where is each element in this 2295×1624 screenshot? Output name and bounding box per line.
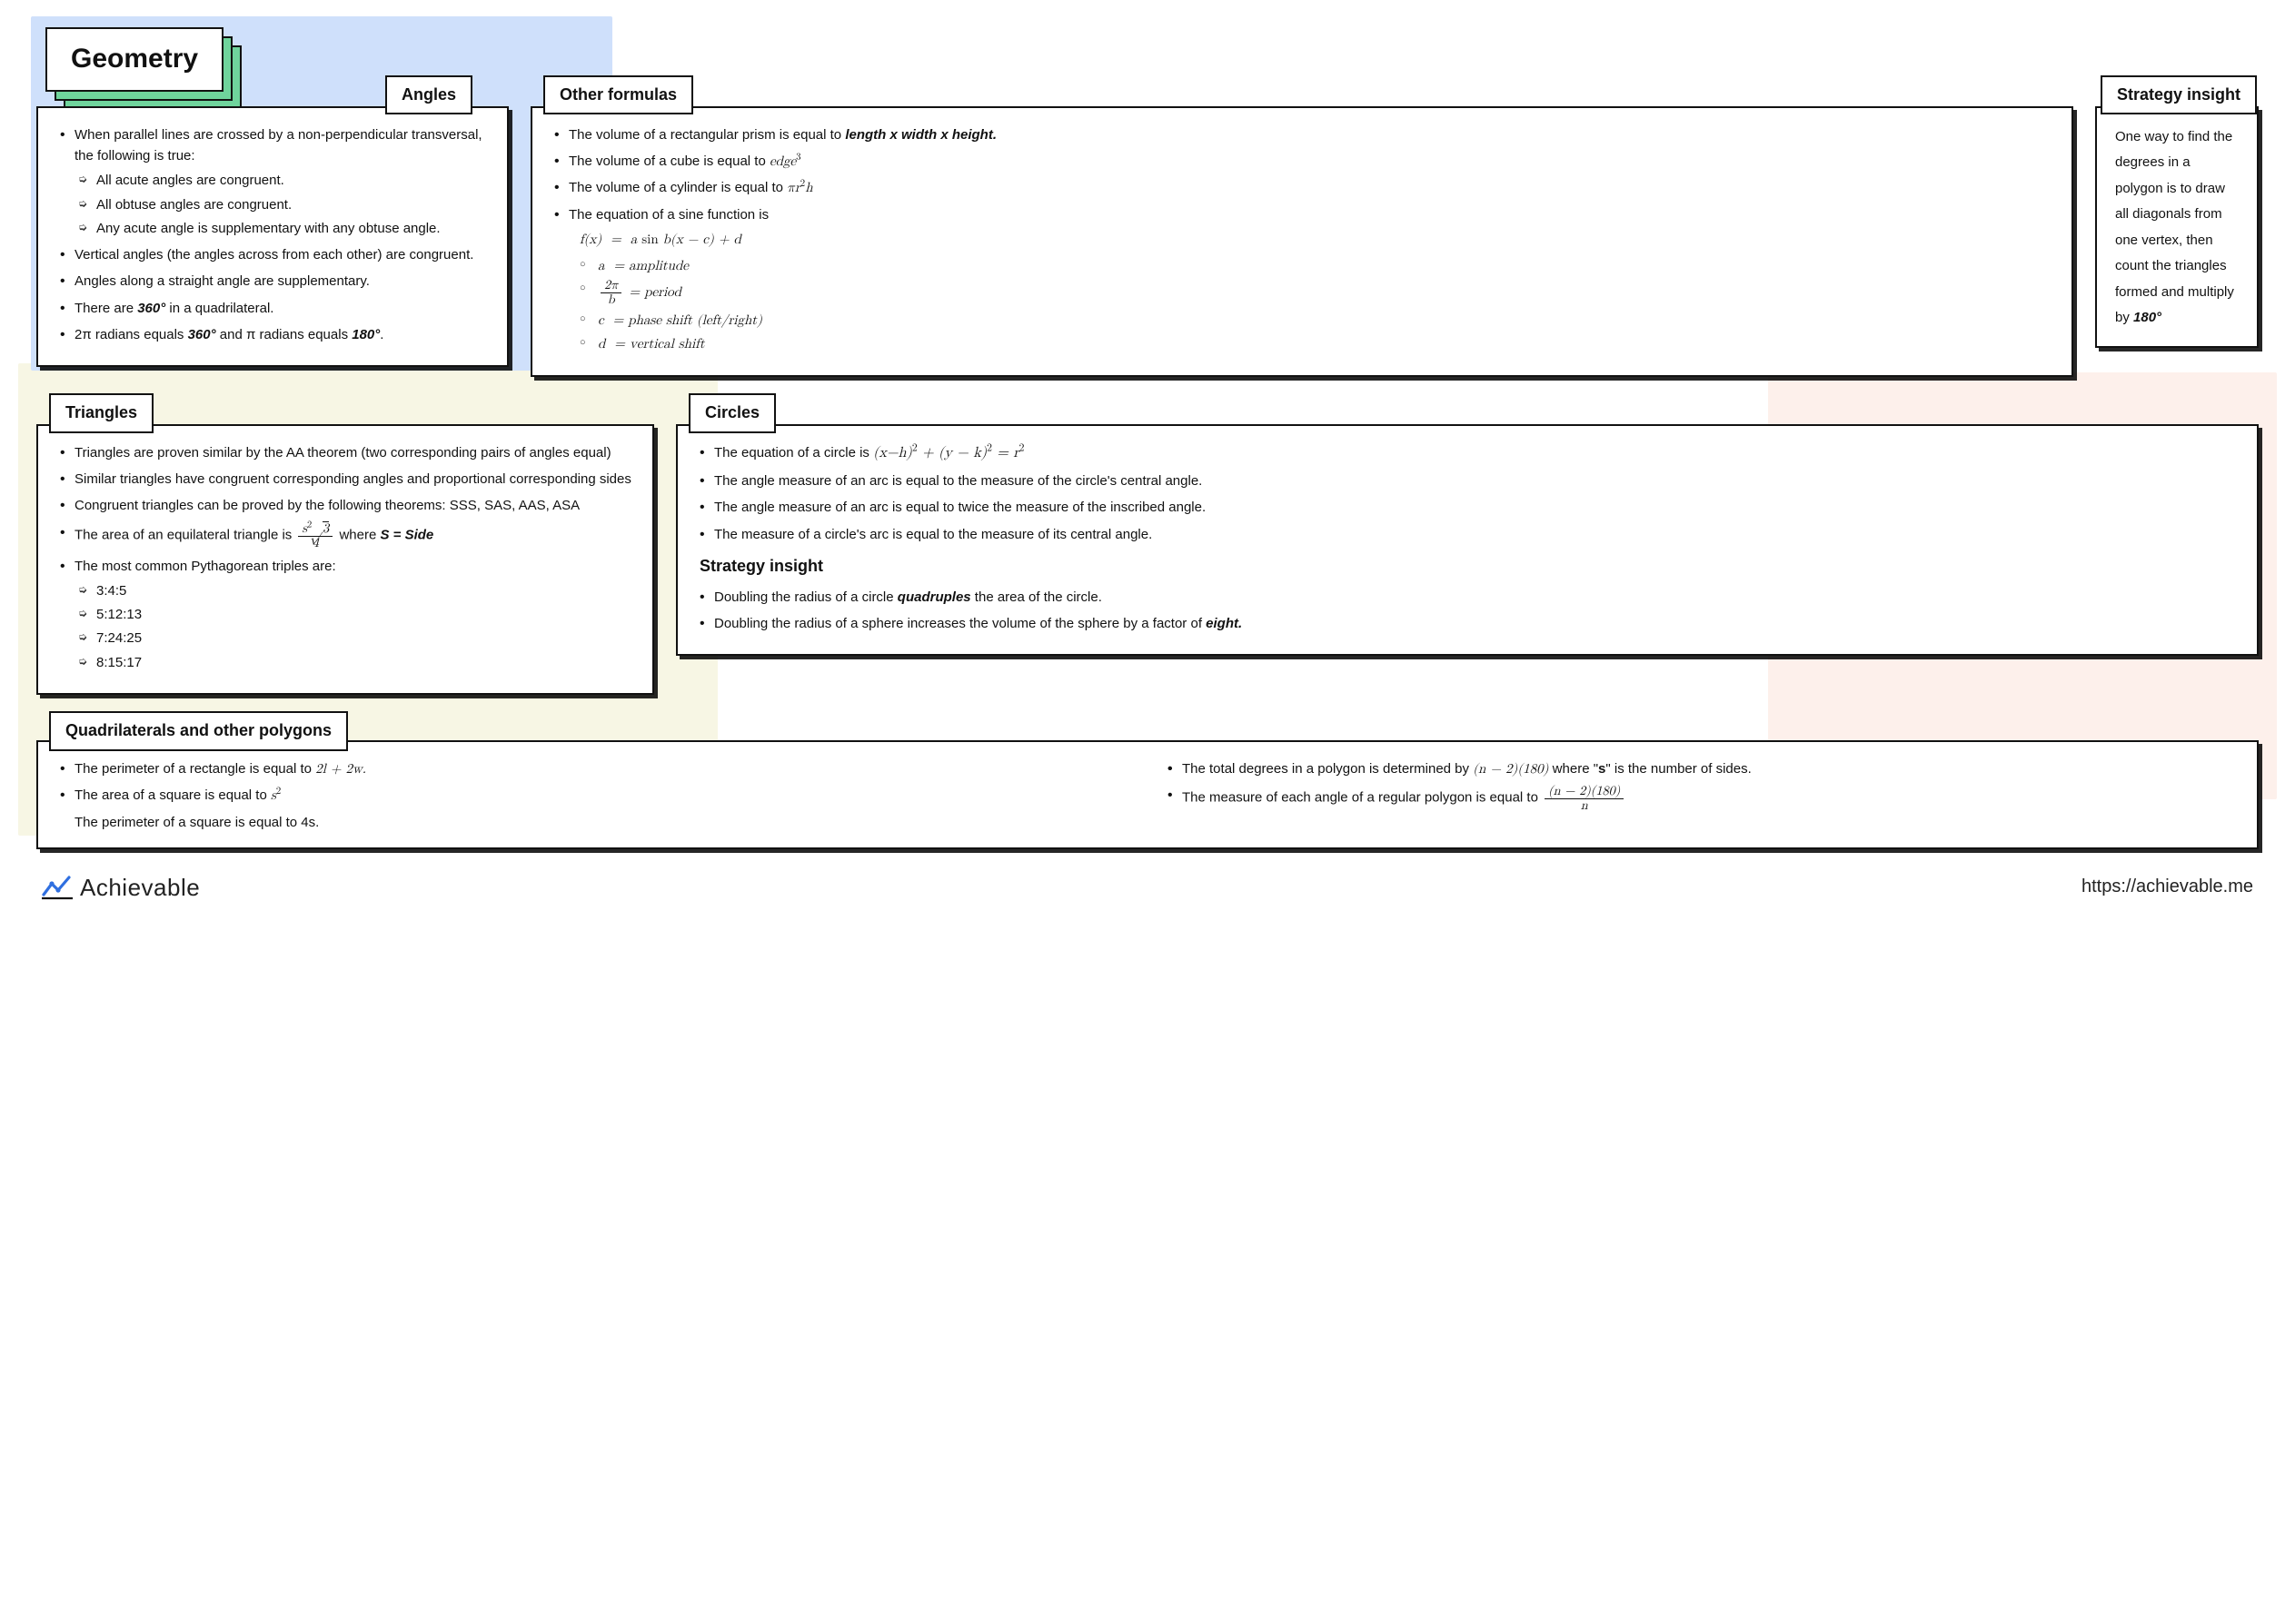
angles-item: 2π radians equals 360° and π radians equ… [60,324,489,345]
strategy1-text: One way to find the degrees in a polygon… [2115,129,2234,326]
angles-subitem: All obtuse angles are congruent. [78,194,489,215]
circ-item: The measure of a circle's arc is equal t… [700,524,2239,545]
triangles-label: Triangles [49,393,154,433]
footer: Achievable https://achievable.me [36,869,2259,906]
sine-part: 2πb = period [580,279,2053,307]
angles-subitem: All acute angles are congruent. [78,170,489,191]
circ-strat-item: Doubling the radius of a sphere increase… [700,613,2239,634]
triple: 5:12:13 [78,604,634,625]
other-item: The volume of a cylinder is equal to πr2… [554,177,2053,198]
brand-name: Achievable [80,869,200,906]
tri-item: Similar triangles have congruent corresp… [60,469,634,490]
circ-strat-item: Doubling the radius of a circle quadrupl… [700,587,2239,608]
strategy1-label: Strategy insight [2101,75,2257,115]
quad-item: The measure of each angle of a regular p… [1167,785,2239,813]
angles-box: When parallel lines are crossed by a non… [36,106,509,367]
tri-item: Triangles are proven similar by the AA t… [60,442,634,463]
circ-item: The angle measure of an arc is equal to … [700,470,2239,491]
tri-item: The most common Pythagorean triples are:… [60,556,634,673]
strategy1-box: One way to find the degrees in a polygon… [2095,106,2259,348]
other-item: The equation of a sine function is f(x) … [554,204,2053,355]
other-box: The volume of a rectangular prism is equ… [531,106,2073,377]
footer-url: https://achievable.me [2081,873,2253,901]
quad-item: The total degrees in a polygon is determ… [1167,758,2239,779]
triple: 7:24:25 [78,628,634,649]
tri-item: Congruent triangles can be proved by the… [60,495,634,516]
circ-item: The equation of a circle is (x−h)2 + (y … [700,442,2239,465]
quad-item: The perimeter of a square is equal to 4s… [60,812,1131,833]
page-title: Geometry [45,27,224,92]
brand: Achievable [42,869,200,906]
sine-part: a = amplitude [580,255,2053,276]
sine-part: d = vertical shift [580,333,2053,354]
angles-subitem: Any acute angle is supplementary with an… [78,218,489,239]
other-item: The volume of a rectangular prism is equ… [554,124,2053,145]
angles-item: There are 360° in a quadrilateral. [60,298,489,319]
sine-part: c = phase shift (left/right) [580,310,2053,331]
angles-item: When parallel lines are crossed by a non… [60,124,489,239]
page-title-stack: Geometry [45,27,224,92]
tri-item: The area of an equilateral triangle is s… [60,522,634,550]
quad-item: The area of a square is equal to s2 [60,785,1131,806]
circles-label: Circles [689,393,776,433]
quads-label: Quadrilaterals and other polygons [49,711,348,751]
brand-logo-icon [42,875,73,900]
other-item: The volume of a cube is equal to edge3 [554,151,2053,172]
other-label: Other formulas [543,75,693,115]
angles-label: Angles [385,75,472,115]
angles-item: Vertical angles (the angles across from … [60,244,489,265]
angles-item: Angles along a straight angle are supple… [60,271,489,292]
quad-item: The perimeter of a rectangle is equal to… [60,758,1131,779]
triple: 8:15:17 [78,652,634,673]
circ-item: The angle measure of an arc is equal to … [700,497,2239,518]
circles-strategy-label: Strategy insight [700,554,2239,579]
circles-box: The equation of a circle is (x−h)2 + (y … [676,424,2259,656]
triple: 3:4:5 [78,580,634,601]
triangles-box: Triangles are proven similar by the AA t… [36,424,654,695]
quads-box: The perimeter of a rectangle is equal to… [36,740,2259,849]
